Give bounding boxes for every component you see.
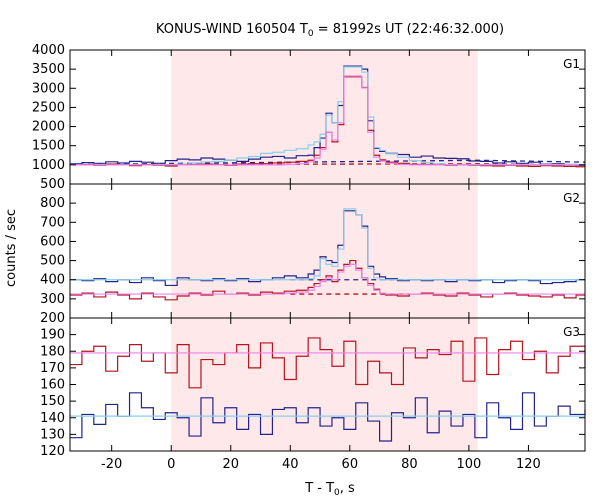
x-tick-label: 60 (342, 457, 359, 472)
y-tick-label: 500 (40, 254, 65, 269)
y-tick-label: 200 (40, 311, 65, 326)
x-tick-label: -20 (101, 457, 122, 472)
x-tick-label: 20 (222, 457, 239, 472)
y-tick-label: 400 (40, 273, 65, 288)
x-tick-label: 80 (401, 457, 418, 472)
x-tick-label: 100 (456, 457, 481, 472)
y-tick-label: 150 (40, 394, 65, 409)
background-fit-line (69, 159, 586, 166)
y-tick-label: 600 (40, 234, 65, 249)
highlight-interval (171, 184, 478, 318)
y-tick-label: 3000 (32, 81, 65, 96)
panel-label: G2 (563, 191, 580, 205)
x-tick-label: 40 (282, 457, 299, 472)
y-tick-label: 160 (40, 378, 65, 393)
series-line (70, 75, 585, 166)
y-tick-label: 170 (40, 361, 65, 376)
panel-g2: 200 300 400 500 600 700 800 G2 (40, 183, 586, 326)
y-tick-label: 700 (40, 215, 65, 230)
highlight-interval (171, 318, 478, 451)
chart-title: KONUS-WIND 160504 T0 = 81992s UT (22:46:… (156, 22, 504, 39)
x-axis-label: T - T0, s (304, 481, 355, 498)
y-tick-label: 140 (40, 411, 65, 426)
series-line (70, 76, 585, 168)
y-tick-label: 120 (40, 444, 65, 459)
y-axis-label: counts / sec (4, 209, 19, 287)
y-tick-label: 800 (40, 196, 65, 211)
y-tick-label: 130 (40, 427, 65, 442)
x-tick-label: 0 (167, 457, 175, 472)
y-tick-label: 1500 (32, 139, 65, 154)
y-tick-label: 4000 (32, 43, 65, 58)
y-tick-label: 2000 (32, 120, 65, 135)
series-line (70, 263, 585, 295)
panel-label: G3 (563, 325, 580, 339)
series-line (70, 66, 585, 166)
y-tick-label: 2500 (32, 100, 65, 115)
panel-g1: 500 1000 1500 2000 2500 3000 3500 4000 G1 (32, 43, 586, 192)
x-tick-label: 120 (516, 457, 541, 472)
series-line (70, 208, 585, 281)
y-tick-label: 3500 (32, 62, 65, 77)
y-tick-label: 1000 (32, 158, 65, 173)
y-tick-label: 300 (40, 292, 65, 307)
y-tick-label: 180 (40, 344, 65, 359)
panel-label: G1 (563, 57, 580, 71)
series-line (70, 392, 586, 442)
y-tick-label: 190 (40, 328, 65, 343)
y-tick-label: 500 (40, 177, 65, 192)
